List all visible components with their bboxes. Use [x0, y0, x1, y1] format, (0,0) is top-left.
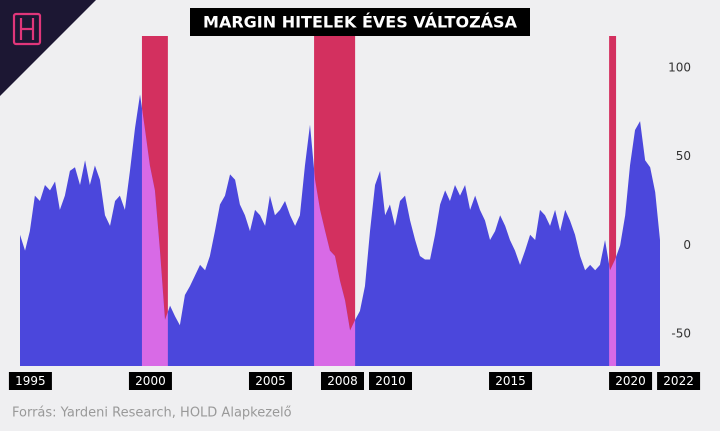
- x-tick-box: [489, 372, 533, 390]
- y-tick-label: 50: [676, 149, 691, 163]
- logo: [12, 12, 42, 46]
- x-tick-box: [248, 372, 292, 390]
- title-banner: [190, 8, 530, 36]
- y-tick-label: -50: [671, 327, 691, 341]
- x-tick-box: [609, 372, 653, 390]
- source: Forrás: Yardeni Research, HOLD Alapkezel…: [12, 406, 292, 421]
- chart-title: MARGIN HITELEK ÉVES VÁLTOZÁSA: [203, 13, 518, 32]
- x-tick-label: 2000: [135, 374, 166, 388]
- x-tick-label: 2015: [495, 374, 526, 388]
- logo-corner: [0, 0, 96, 96]
- x-tick-label: 1995: [15, 374, 46, 388]
- x-tick-box: [320, 372, 364, 390]
- x-tick-box: [369, 372, 413, 390]
- x-tick-label: 2005: [255, 374, 286, 388]
- x-tick-box: [657, 372, 701, 390]
- y-tick-label: 0: [683, 238, 691, 252]
- x-tick-label: 2008: [327, 374, 358, 388]
- x-tick-box: [8, 372, 52, 390]
- x-tick-label: 2022: [663, 374, 694, 388]
- y-tick-label: 100: [668, 60, 691, 74]
- recession-band: [609, 36, 617, 366]
- area: [20, 94, 660, 366]
- x-tick-label: 2020: [615, 374, 646, 388]
- x-tick-label: 2010: [375, 374, 406, 388]
- x-tick-box: [128, 372, 172, 390]
